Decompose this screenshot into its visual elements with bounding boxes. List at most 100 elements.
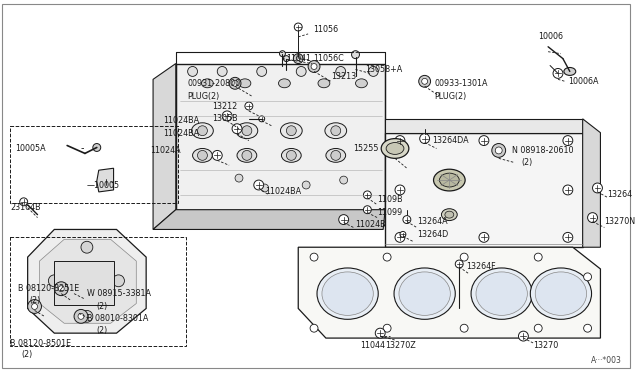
Circle shape [336,67,346,76]
Text: 13264: 13264 [607,190,632,199]
Circle shape [198,150,207,160]
Circle shape [479,136,489,145]
Ellipse shape [471,268,532,319]
Circle shape [331,150,340,160]
Ellipse shape [193,148,212,162]
Text: 1305B: 1305B [212,114,238,124]
Circle shape [54,282,68,296]
Ellipse shape [236,123,258,139]
Circle shape [403,216,411,224]
Circle shape [286,150,296,160]
Circle shape [375,328,385,338]
Circle shape [188,67,198,76]
Text: B 08120-8251E: B 08120-8251E [18,284,79,293]
Polygon shape [153,210,385,230]
Circle shape [296,57,300,61]
Circle shape [420,134,429,144]
Ellipse shape [394,268,455,319]
Text: 11044: 11044 [360,341,385,350]
Circle shape [20,198,28,206]
Text: (2): (2) [97,302,108,311]
Polygon shape [40,239,136,323]
Circle shape [455,260,463,268]
Text: 1109B: 1109B [377,195,403,204]
Ellipse shape [325,123,347,139]
Bar [176,52,385,225]
Text: (2): (2) [22,350,33,359]
Text: 11024BA: 11024BA [163,116,199,125]
Text: 10006: 10006 [538,32,563,41]
Ellipse shape [278,79,291,88]
Circle shape [331,126,340,136]
Circle shape [242,150,252,160]
Circle shape [254,180,264,190]
Bar [10,126,178,203]
Text: PLUG(2): PLUG(2) [188,92,220,101]
Circle shape [235,174,243,182]
Text: 13264A: 13264A [417,217,447,226]
Circle shape [364,191,371,199]
Circle shape [78,313,84,319]
Text: 11024B: 11024B [355,220,386,229]
Circle shape [584,324,591,332]
Ellipse shape [202,79,213,88]
Circle shape [584,273,591,281]
Ellipse shape [317,268,378,319]
Ellipse shape [535,272,587,315]
Circle shape [460,324,468,332]
Circle shape [259,116,265,122]
Text: 13058+A: 13058+A [365,65,403,74]
Ellipse shape [239,79,251,88]
Text: 11099: 11099 [377,208,403,217]
Polygon shape [153,64,176,230]
Ellipse shape [280,123,302,139]
Circle shape [534,324,542,332]
Circle shape [593,183,602,193]
Ellipse shape [564,67,576,76]
Circle shape [81,310,93,322]
Text: 11056C: 11056C [313,54,344,63]
Circle shape [460,253,468,261]
Circle shape [340,176,348,184]
Circle shape [260,184,269,192]
Text: 13270N: 13270N [604,217,636,226]
Circle shape [113,275,124,287]
Circle shape [351,51,360,59]
Circle shape [310,253,318,261]
Text: A···*003: A···*003 [591,356,622,365]
Text: 13212: 13212 [212,102,237,110]
Text: 10005A: 10005A [15,144,45,153]
Ellipse shape [445,211,454,218]
Ellipse shape [381,139,409,158]
Text: 11056: 11056 [313,25,338,35]
Text: 23164B: 23164B [10,203,40,212]
Ellipse shape [355,79,367,88]
Circle shape [302,181,310,189]
Circle shape [339,215,349,225]
Text: 11024A: 11024A [150,146,180,155]
Ellipse shape [326,148,346,162]
Ellipse shape [191,123,213,139]
Bar [54,261,113,305]
Text: 11041: 11041 [285,54,311,63]
Circle shape [222,111,232,121]
Circle shape [49,275,60,287]
Text: 15255: 15255 [353,144,379,153]
Ellipse shape [386,142,404,154]
Text: 13270: 13270 [533,341,559,350]
Bar [385,133,582,247]
Circle shape [232,80,238,86]
Text: W 08915-3381A: W 08915-3381A [87,289,151,298]
Circle shape [296,67,306,76]
Circle shape [198,126,207,136]
Text: B 08010-8301A: B 08010-8301A [87,314,148,323]
Circle shape [383,253,391,261]
Text: 00933-1301A: 00933-1301A [435,79,488,88]
Circle shape [245,102,253,110]
Circle shape [400,231,406,237]
Circle shape [74,310,88,323]
Circle shape [217,67,227,76]
Text: (2): (2) [522,158,532,167]
Circle shape [518,331,529,341]
Circle shape [395,232,405,242]
